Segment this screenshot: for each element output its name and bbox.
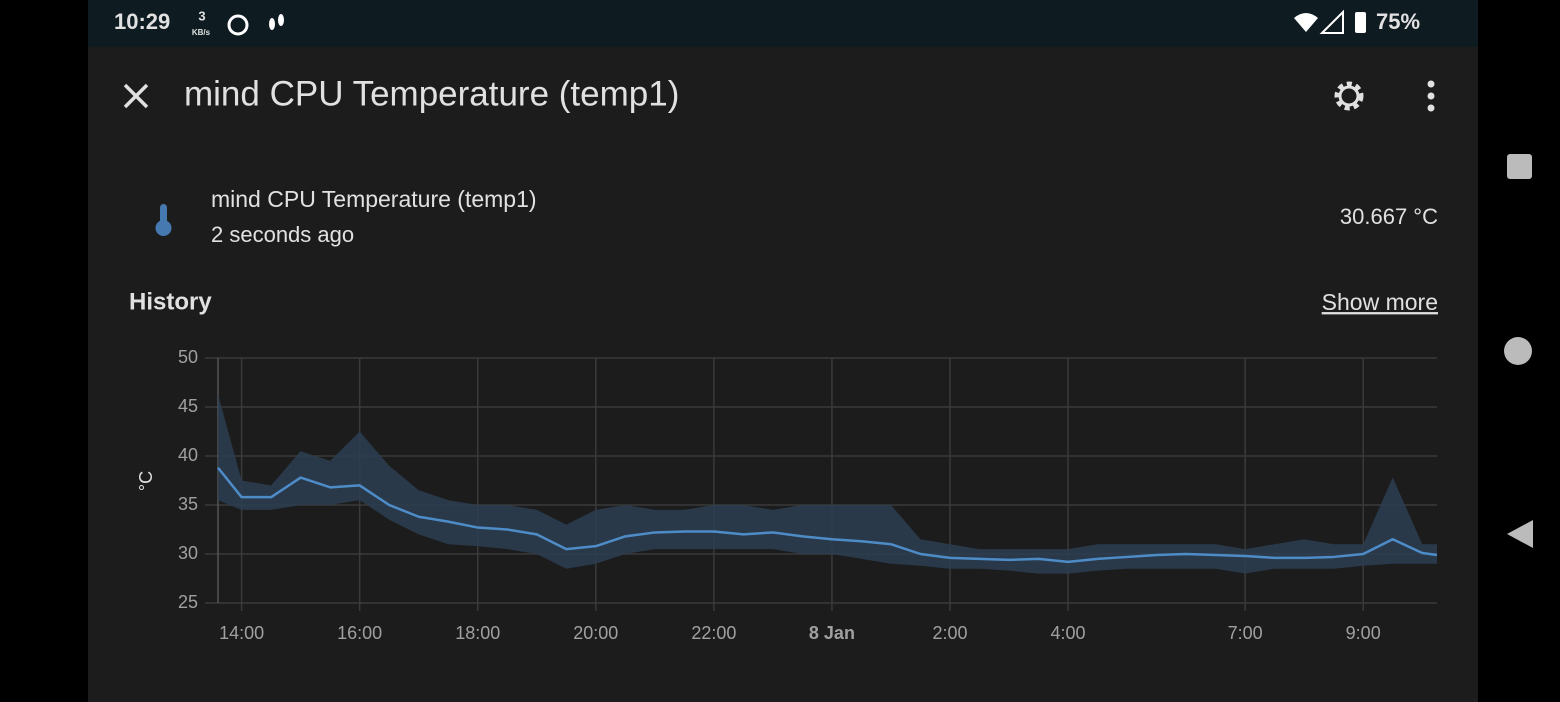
- status-speed-unit: KB/s: [192, 28, 211, 37]
- steps-icon: [269, 14, 284, 30]
- menu-button[interactable]: [1427, 80, 1435, 112]
- min-max-band: [218, 394, 1437, 574]
- y-tick-label: 35: [178, 494, 198, 514]
- y-tick-label: 45: [178, 396, 198, 416]
- thermometer-icon: [155, 204, 172, 236]
- y-tick-label: 50: [178, 347, 198, 367]
- signal-icon: [1319, 9, 1344, 34]
- show-more-link[interactable]: Show more: [1322, 289, 1438, 315]
- wifi-icon: [1294, 13, 1318, 32]
- history-title: History: [129, 288, 212, 315]
- x-tick-label: 4:00: [1051, 623, 1086, 643]
- x-tick-label: 7:00: [1228, 623, 1263, 643]
- back-button[interactable]: [1507, 520, 1533, 548]
- status-speed: 3: [198, 8, 205, 23]
- y-tick-label: 25: [178, 592, 198, 612]
- entity-updated: 2 seconds ago: [211, 222, 354, 247]
- settings-button[interactable]: [1334, 81, 1364, 111]
- x-tick-label: 20:00: [573, 623, 618, 643]
- x-tick-label: 8 Jan: [809, 623, 855, 643]
- dialog-title: mind CPU Temperature (temp1): [184, 74, 679, 113]
- y-tick-label: 30: [178, 543, 198, 563]
- x-tick-label: 16:00: [337, 623, 382, 643]
- mean-line: [217, 466, 1438, 564]
- recents-button[interactable]: [1507, 154, 1532, 179]
- y-axis-label: °C: [136, 471, 156, 491]
- x-tick-label: 2:00: [932, 623, 967, 643]
- status-bar: [88, 0, 1478, 47]
- home-button[interactable]: [1504, 337, 1532, 365]
- status-time: 10:29: [114, 9, 170, 34]
- y-tick-label: 40: [178, 445, 198, 465]
- x-tick-label: 18:00: [455, 623, 500, 643]
- x-tick-label: 9:00: [1346, 623, 1381, 643]
- alarm-icon: [227, 14, 249, 36]
- entity-name: mind CPU Temperature (temp1): [211, 186, 537, 212]
- x-tick-label: 22:00: [691, 623, 736, 643]
- app-background: [88, 0, 1478, 702]
- battery-icon: [1355, 12, 1366, 33]
- close-button[interactable]: [123, 83, 149, 109]
- status-battery: 75%: [1376, 9, 1420, 34]
- x-tick-label: 14:00: [219, 623, 264, 643]
- entity-state: 30.667 °C: [1340, 204, 1438, 229]
